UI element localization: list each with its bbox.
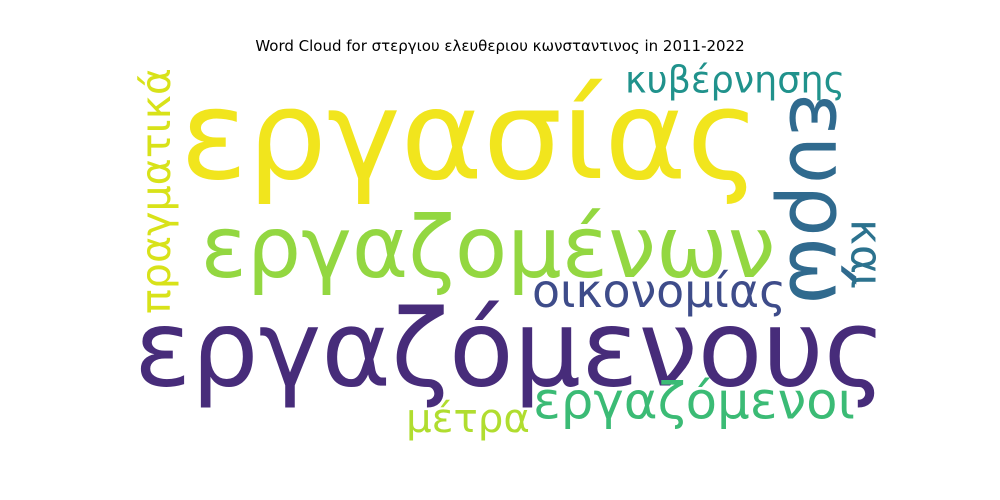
- word-1: εργασίας: [180, 64, 760, 208]
- word-4: εργαζόμενοι: [533, 373, 855, 432]
- word-6: οικονομίας: [532, 264, 786, 318]
- word-7: πραγματικά: [132, 68, 180, 314]
- word-2: εργαζομένων: [201, 198, 776, 298]
- word-8: μέτρα: [406, 396, 530, 442]
- word-3: ευρώ: [771, 93, 866, 306]
- word-9: και: [841, 219, 892, 289]
- chart-title: Word Cloud for στεργιου ελευθεριου κωνστ…: [255, 37, 745, 55]
- word-cloud-area: [125, 60, 875, 435]
- word-0: εργαζόμενους: [134, 288, 886, 411]
- word-5: κυβέρνησης: [625, 59, 845, 102]
